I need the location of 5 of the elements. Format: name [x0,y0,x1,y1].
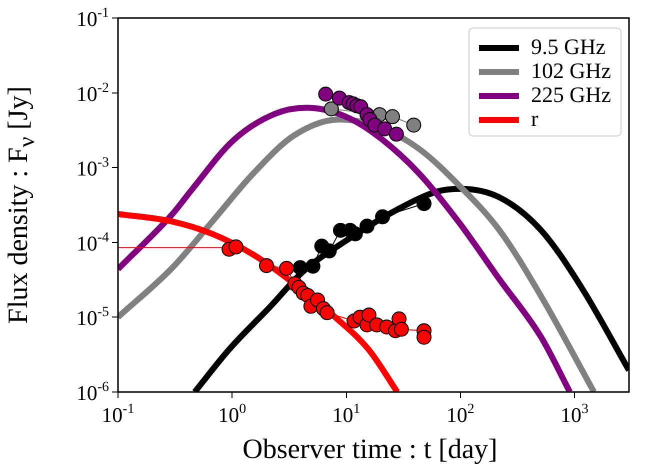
legend-label: 9.5 GHz [530,34,606,59]
legend-label: 225 GHz [530,82,612,107]
legend-label: r [530,106,539,131]
x-axis-title: Observer time : t [day] [241,434,499,466]
legend-label: 102 GHz [530,58,612,83]
